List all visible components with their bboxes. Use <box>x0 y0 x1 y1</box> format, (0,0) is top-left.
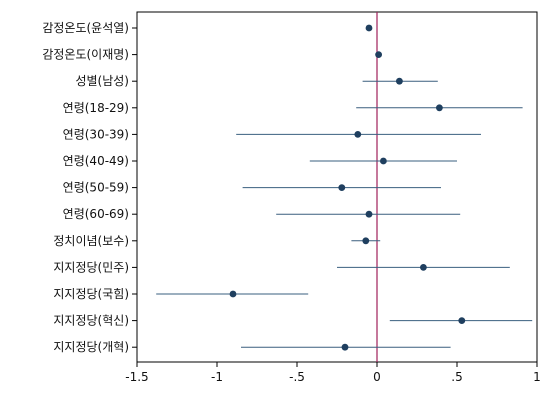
y-tick-label: 지지정당(개혁) <box>53 340 129 354</box>
y-tick-label: 감정온도(윤석열) <box>42 21 129 35</box>
point-marker <box>229 290 237 298</box>
point-marker <box>436 104 443 112</box>
y-tick-label: 지지정당(혁신) <box>53 314 129 328</box>
y-tick-label: 연령(18-29) <box>63 101 129 115</box>
point-marker <box>354 131 362 138</box>
y-tick-label: 연령(40-49) <box>63 154 129 168</box>
y-tick-label: 지지정당(국힘) <box>53 287 129 301</box>
point-marker <box>458 317 466 324</box>
point-marker <box>365 24 373 32</box>
point-marker <box>365 210 373 218</box>
point-marker <box>338 184 346 192</box>
y-tick-label: 연령(30-39) <box>63 127 129 141</box>
x-tick-label: 0 <box>373 370 381 384</box>
y-tick-label: 감정온도(이재명) <box>42 48 129 62</box>
point-marker <box>362 237 370 245</box>
point-marker <box>375 51 382 58</box>
y-tick-label: 연령(60-69) <box>63 207 129 221</box>
point-marker <box>396 77 403 85</box>
x-tick-label: -1.5 <box>125 370 148 384</box>
y-tick-label: 정치이념(보수) <box>53 234 129 248</box>
y-tick-label: 성별(남성) <box>75 74 129 88</box>
x-tick-label: -1 <box>211 370 223 384</box>
point-marker <box>341 343 349 351</box>
x-tick-label: .5 <box>451 370 462 384</box>
point-marker <box>420 264 427 271</box>
plot-frame <box>136 11 538 363</box>
y-tick-label: 지지정당(민주) <box>53 260 129 274</box>
x-tick-label: -.5 <box>289 370 305 384</box>
x-tick-label: 1 <box>533 370 541 384</box>
y-tick-label: 연령(50-59) <box>63 181 129 195</box>
point-marker <box>380 157 387 165</box>
